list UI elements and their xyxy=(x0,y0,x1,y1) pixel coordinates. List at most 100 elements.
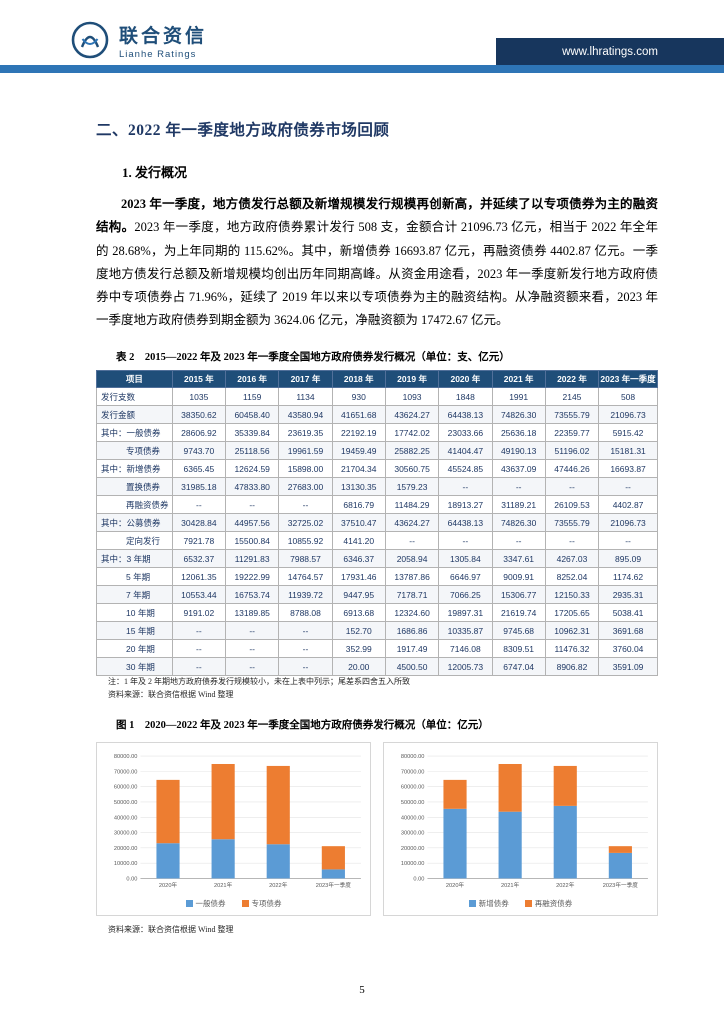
svg-text:40000.00: 40000.00 xyxy=(401,815,425,821)
svg-text:50000.00: 50000.00 xyxy=(114,800,138,806)
value-cell: -- xyxy=(438,531,493,551)
column-header: 2021 年 xyxy=(491,369,546,389)
value-cell: 12624.59 xyxy=(225,459,280,479)
value-cell: -- xyxy=(384,531,440,551)
table-row: 发行金额 38350.62 60458.40 43580.94 41651.68 4362… xyxy=(96,405,658,425)
value-cell: 30428.84 xyxy=(171,513,227,533)
value-cell: 17205.65 xyxy=(544,603,600,623)
value-cell: 15500.84 xyxy=(225,531,280,551)
svg-text:30000.00: 30000.00 xyxy=(114,830,138,836)
value-cell: 9191.02 xyxy=(171,603,227,623)
table-row: 7 年期 10553.44 16753.74 11939.72 9447.95 7178.… xyxy=(96,585,658,605)
value-cell: 8309.51 xyxy=(491,639,546,659)
column-header: 2020 年 xyxy=(438,369,493,389)
value-cell: 64438.13 xyxy=(438,513,493,533)
value-cell: -- xyxy=(225,495,280,515)
figure-title: 图 1 2020—2022 年及 2023 年一季度全国地方政府债券发行概况（单… xyxy=(116,719,489,731)
table-row: 再融资债券 -- -- -- 6816.79 11484.29 18913.27 31189.… xyxy=(96,495,658,515)
row-label-cell: 其中：公募债券 xyxy=(96,513,173,533)
value-cell: 15306.77 xyxy=(491,585,546,605)
value-cell: 4267.03 xyxy=(544,549,600,569)
svg-text:10000.00: 10000.00 xyxy=(114,861,138,867)
stacked-bar-chart: 0.00 10000.00 20000.00 30000.00 40000.00 5000… xyxy=(401,754,648,889)
value-cell: 6913.68 xyxy=(331,603,386,623)
value-cell: 49190.13 xyxy=(491,441,546,461)
svg-text:80000.00: 80000.00 xyxy=(114,754,138,760)
legend-label: 新增债券 xyxy=(478,898,509,908)
svg-text:70000.00: 70000.00 xyxy=(114,769,138,775)
value-cell: -- xyxy=(225,621,280,641)
value-cell: 21096.73 xyxy=(598,513,658,533)
value-cell: 13787.86 xyxy=(384,567,440,587)
value-cell: 6346.37 xyxy=(331,549,386,569)
value-cell: 43637.09 xyxy=(491,459,546,479)
value-cell: 31985.18 xyxy=(171,477,227,497)
svg-text:80000.00: 80000.00 xyxy=(401,754,425,760)
value-cell: 74826.30 xyxy=(491,513,546,533)
legend-item: 一般债券 xyxy=(185,898,226,909)
svg-text:2020年: 2020年 xyxy=(446,881,465,889)
row-label-cell: 置换债券 xyxy=(96,477,173,497)
value-cell: 11476.32 xyxy=(544,639,600,659)
svg-text:2022年: 2022年 xyxy=(556,881,575,889)
row-label-cell: 专项债券 xyxy=(96,441,173,461)
table-source: 资料来源：联合资信根据 Wind 整理 xyxy=(108,689,234,699)
value-cell: 64438.13 xyxy=(438,405,493,425)
value-cell: 4141.20 xyxy=(331,531,386,551)
table-row: 置换债券 31985.18 47833.80 27683.00 13130.35 1579… xyxy=(96,477,658,497)
bond-table-head-row: 项目 2015 年 2016 年 2017 年 2018 年 2019 年 2020 年 20… xyxy=(96,369,658,389)
value-cell: -- xyxy=(598,531,658,551)
value-cell: -- xyxy=(491,531,546,551)
value-cell: 2935.31 xyxy=(598,585,658,605)
value-cell: 13130.35 xyxy=(331,477,386,497)
svg-text:10000.00: 10000.00 xyxy=(401,861,425,867)
lead-paragraph-rest: 2023 年一季度，地方政府债券累计发行 508 支，金额合计 21096.73… xyxy=(96,220,658,328)
value-cell: 3691.68 xyxy=(598,621,658,641)
svg-text:2021年: 2021年 xyxy=(501,881,520,889)
value-cell: 12005.73 xyxy=(438,657,493,677)
column-header: 2018 年 xyxy=(331,369,386,389)
row-label-cell: 再融资债券 xyxy=(96,495,173,515)
value-cell: 152.70 xyxy=(331,621,386,641)
page-footer: 5 xyxy=(0,980,724,998)
value-cell: -- xyxy=(171,495,227,515)
value-cell: 1917.49 xyxy=(384,639,440,659)
value-cell: 11484.29 xyxy=(384,495,440,515)
row-label-cell: 7 年期 xyxy=(96,585,173,605)
value-cell: 10553.44 xyxy=(171,585,227,605)
value-cell: 43580.94 xyxy=(278,405,333,425)
svg-text:2023年一季度: 2023年一季度 xyxy=(316,881,352,889)
value-cell: 7921.78 xyxy=(171,531,227,551)
svg-text:60000.00: 60000.00 xyxy=(401,785,425,791)
value-cell: 23619.35 xyxy=(278,423,333,443)
value-cell: 7988.57 xyxy=(278,549,333,569)
value-cell: 12150.33 xyxy=(544,585,600,605)
value-cell: 9009.91 xyxy=(491,567,546,587)
value-cell: -- xyxy=(491,477,546,497)
row-label-cell: 30 年期 xyxy=(96,657,173,677)
legend-item: 专项债券 xyxy=(241,898,282,909)
website-link[interactable]: www.lhratings.com xyxy=(562,45,658,58)
value-cell: 25882.25 xyxy=(384,441,440,461)
value-cell: 895.09 xyxy=(598,549,658,569)
table-row: 其中：新增债券 6365.45 12624.59 15898.00 21704.34 30… xyxy=(96,459,658,479)
logo-text-en: Lianhe Ratings xyxy=(119,48,197,60)
value-cell: 25636.18 xyxy=(491,423,546,443)
value-cell: 25118.56 xyxy=(225,441,280,461)
value-cell: 7146.08 xyxy=(438,639,493,659)
value-cell: 15181.31 xyxy=(598,441,658,461)
value-cell: -- xyxy=(278,657,333,677)
value-cell: -- xyxy=(438,477,493,497)
column-header: 2017 年 xyxy=(278,369,333,389)
value-cell: 51196.02 xyxy=(544,441,600,461)
value-cell: 21096.73 xyxy=(598,405,658,425)
value-cell: 1305.84 xyxy=(438,549,493,569)
value-cell: 19222.99 xyxy=(225,567,280,587)
value-cell: 15898.00 xyxy=(278,459,333,479)
value-cell: 1134 xyxy=(278,387,333,407)
bond-table-body: 发行支数 1035 1159 1134 930 1093 1848 1991 2145 508 发行… xyxy=(96,387,658,677)
value-cell: 73555.79 xyxy=(544,513,600,533)
value-cell: 14764.57 xyxy=(278,567,333,587)
legend-item: 新增债券 xyxy=(468,898,509,909)
value-cell: -- xyxy=(278,639,333,659)
